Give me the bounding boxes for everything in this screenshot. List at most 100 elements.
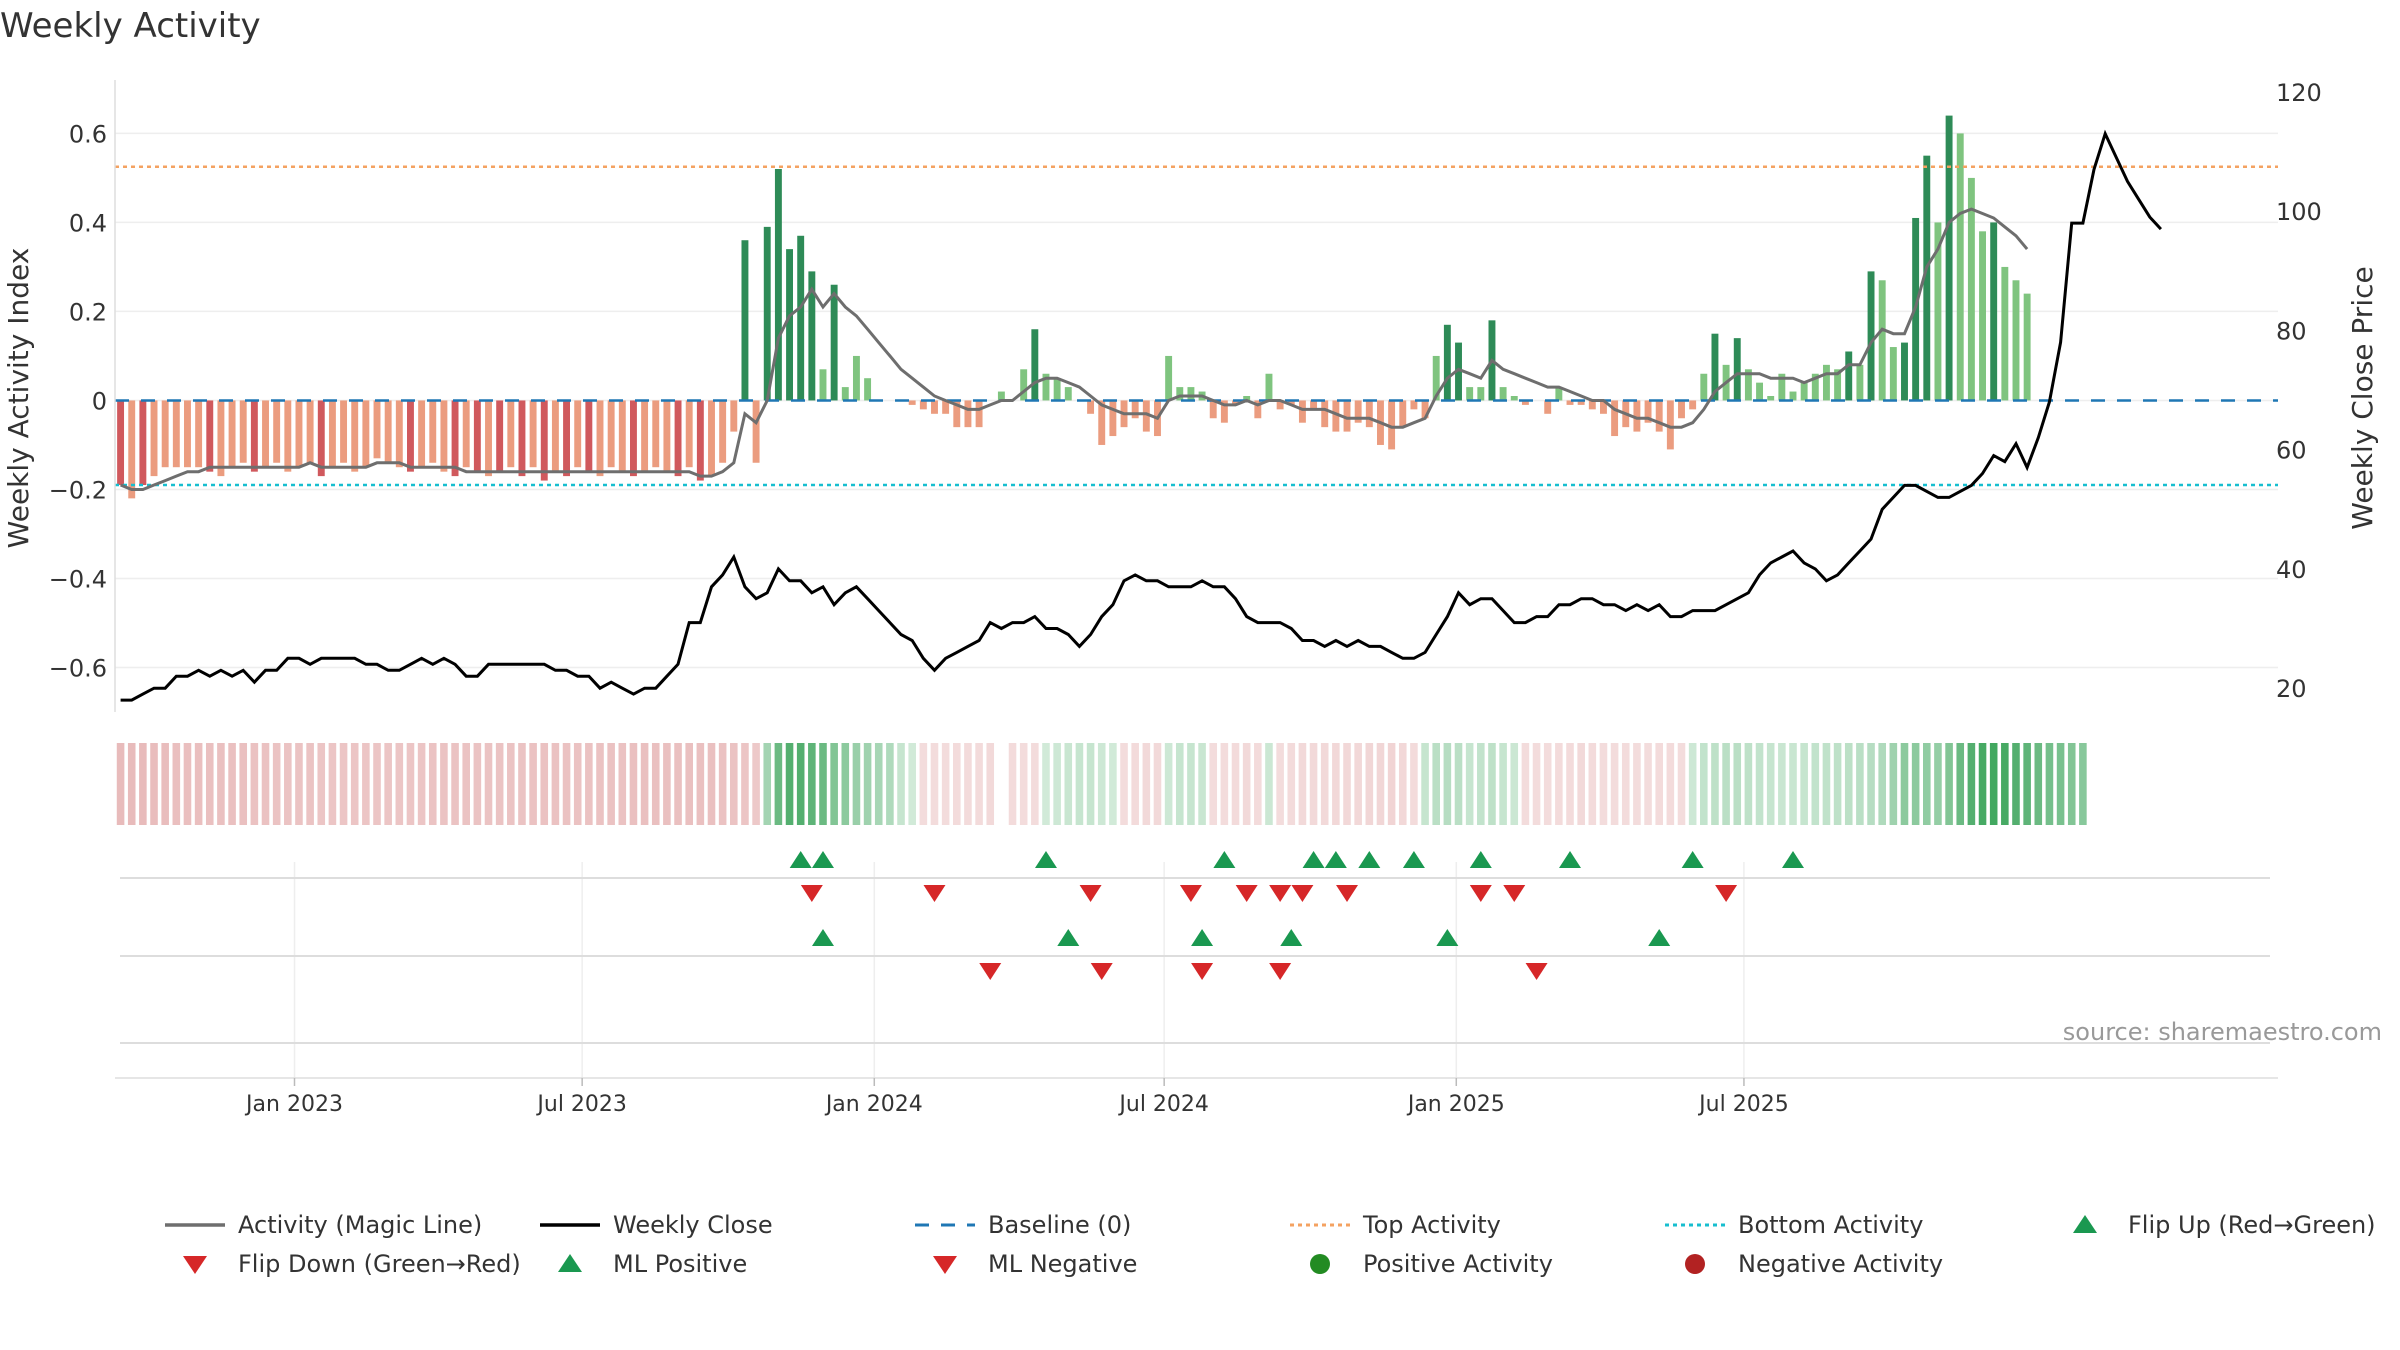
activity-bar — [239, 400, 247, 463]
heat-cell — [908, 743, 916, 825]
heat-cell — [406, 743, 415, 825]
heat-cell — [1655, 743, 1663, 825]
legend-label: Flip Down (Green→Red) — [238, 1250, 521, 1278]
activity-bar — [1611, 400, 1619, 437]
heat-cell — [685, 743, 693, 825]
heat-cell — [1298, 743, 1307, 825]
flip-up-marker — [1469, 851, 1492, 868]
heat-cell — [284, 743, 292, 825]
heat-cell — [663, 743, 671, 825]
activity-bar — [1354, 400, 1362, 423]
y-tick-label: −0.2 — [49, 476, 107, 504]
flip-up-marker — [1034, 851, 1057, 868]
activity-bar — [1789, 391, 1797, 401]
activity-bar — [819, 369, 827, 401]
heat-cell — [730, 743, 738, 825]
activity-bar — [997, 391, 1005, 401]
activity-bar — [1087, 400, 1095, 414]
y-tick-label: 0.6 — [69, 120, 107, 148]
activity-bar — [418, 400, 426, 468]
activity-bar — [1566, 400, 1574, 405]
activity-bar — [128, 400, 136, 499]
heat-cell — [1120, 743, 1128, 825]
activity-bar — [262, 400, 269, 468]
heat-cell — [518, 743, 526, 825]
magic-line — [120, 207, 2029, 491]
heat-cell — [139, 743, 147, 825]
heat-cell — [1722, 743, 1730, 825]
ml-negative-marker — [1090, 963, 1113, 980]
activity-bar — [1276, 400, 1284, 410]
activity-bar — [1298, 400, 1306, 423]
activity-bar — [273, 400, 281, 463]
activity-bar — [942, 400, 950, 414]
activity-bar — [1711, 333, 1719, 401]
heat-cell — [2079, 743, 2087, 825]
flip-up-marker — [1213, 851, 1236, 868]
activity-bar — [317, 400, 325, 477]
activity-bar — [117, 400, 125, 486]
heat-cell — [1800, 743, 1808, 825]
heat-cell — [1844, 743, 1853, 825]
heat-cell — [161, 743, 169, 825]
heat-cell — [852, 743, 861, 825]
heat-cell — [1923, 743, 1931, 825]
heat-cell — [1477, 743, 1485, 825]
heat-cell — [1889, 743, 1898, 825]
activity-bar — [708, 400, 715, 477]
heat-cell — [462, 743, 470, 825]
activity-bar — [1499, 387, 1507, 401]
flip-up-marker — [1402, 851, 1425, 868]
activity-bar — [830, 284, 838, 401]
flip-down-marker — [1291, 885, 1314, 902]
heat-cell — [741, 743, 749, 825]
activity-bar — [440, 400, 448, 472]
ml-negative-marker — [979, 963, 1002, 980]
heat-cell — [384, 743, 392, 825]
y-tick-label: 0.4 — [69, 209, 107, 237]
heat-cell — [1387, 743, 1396, 825]
activity-bar — [1042, 373, 1050, 401]
heat-cell — [1354, 743, 1362, 825]
heat-cell — [1309, 743, 1318, 825]
activity-bar — [1778, 373, 1786, 401]
flip-up-marker — [1781, 851, 1804, 868]
activity-bar — [1555, 387, 1563, 401]
activity-bar — [1477, 387, 1485, 401]
heat-cell — [1688, 743, 1697, 825]
activity-bar — [1209, 400, 1217, 419]
heat-strip — [116, 743, 2087, 825]
legend-label: Activity (Magic Line) — [238, 1211, 482, 1239]
heat-cell — [975, 743, 983, 825]
heat-cell — [1410, 743, 1418, 825]
activity-bar — [1510, 396, 1518, 401]
activity-bar — [217, 400, 225, 477]
heat-cell — [808, 743, 816, 825]
heat-cell — [1789, 743, 1797, 825]
heat-cell — [1175, 743, 1184, 825]
heat-cell — [1911, 743, 1920, 825]
activity-bar — [161, 400, 169, 468]
flip-up-marker — [811, 851, 834, 868]
y-tick-label: −0.4 — [49, 565, 107, 593]
heat-cell — [495, 743, 504, 825]
heat-cell — [1934, 743, 1942, 825]
activity-bar — [2023, 293, 2031, 401]
heat-cell — [540, 743, 549, 825]
heat-cell — [1644, 743, 1652, 825]
heat-cell — [640, 743, 649, 825]
heat-cell — [1153, 743, 1162, 825]
legend-swatch — [183, 1256, 207, 1274]
heat-cell — [328, 743, 337, 825]
heat-cell — [874, 743, 883, 825]
flip-down-marker — [1179, 885, 1202, 902]
activity-bar — [1421, 400, 1429, 419]
activity-bar — [1956, 133, 1964, 401]
activity-bar — [663, 400, 671, 472]
heat-cell — [451, 743, 459, 825]
legend-swatch — [2073, 1215, 2097, 1233]
activity-bar — [1254, 400, 1262, 419]
ml-negative-marker — [1525, 963, 1548, 980]
heat-cell — [1053, 743, 1061, 825]
